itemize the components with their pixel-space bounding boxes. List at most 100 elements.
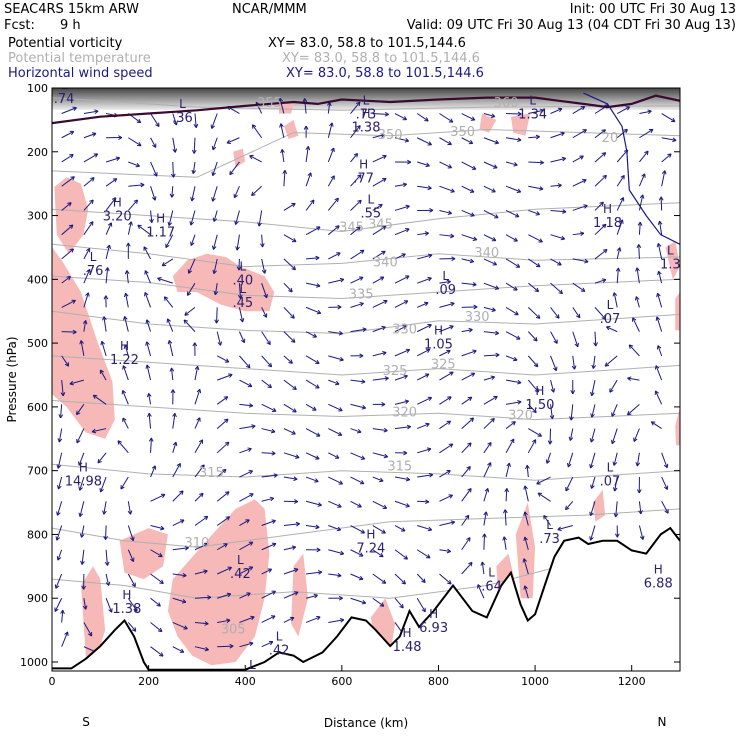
wind-arrow-shaft	[305, 306, 321, 314]
wind-arrow-shaft	[439, 234, 455, 237]
wind-arrow-head	[504, 488, 510, 493]
wind-arrow-shaft	[283, 568, 299, 575]
wind-arrow-head	[516, 335, 521, 340]
wind-arrow-shaft	[194, 492, 204, 502]
pv-extremum-marker: H	[535, 384, 544, 398]
wind-arrow-head	[145, 319, 151, 324]
wind-arrow-head	[289, 616, 295, 622]
wind-arrow-head	[656, 243, 662, 248]
wind-arrow-head	[117, 440, 122, 445]
wind-arrow-shaft	[572, 232, 584, 236]
wind-arrow-shaft	[194, 389, 201, 405]
wind-arrow-shaft	[328, 379, 340, 385]
wind-arrow-shaft	[417, 232, 429, 236]
wind-arrow-shaft	[150, 437, 152, 453]
wind-arrow-head	[261, 269, 267, 274]
pv-extremum-value: .42	[230, 567, 251, 582]
wind-arrow-shaft	[137, 224, 151, 236]
wind-arrow-shaft	[416, 324, 432, 333]
wind-arrow-shaft	[61, 248, 74, 260]
theta-label: 350	[450, 125, 475, 140]
wind-arrow-shaft	[524, 536, 529, 550]
pv-extremum-marker: L	[546, 518, 553, 532]
wind-arrow-shaft	[61, 380, 64, 397]
wind-arrow-shaft	[61, 176, 75, 187]
wind-arrow-head	[226, 592, 232, 598]
wind-arrow-shaft	[483, 395, 498, 405]
wind-arrow-head	[292, 238, 297, 243]
wind-arrow-shaft	[394, 349, 410, 357]
wind-arrow-head	[601, 129, 606, 134]
wind-arrow-head	[582, 129, 587, 134]
pv-extremum-value: 7.24	[356, 541, 385, 556]
wind-arrow-head	[226, 139, 232, 144]
wind-arrow-head	[121, 389, 127, 395]
wind-arrow-head	[211, 145, 217, 151]
wind-arrow-head	[473, 304, 478, 310]
wind-arrow-shaft	[483, 258, 497, 266]
plot-frame	[51, 87, 681, 672]
wind-arrow-shaft	[251, 124, 263, 139]
north-end-label: N	[658, 715, 667, 729]
wind-arrow-shaft	[527, 331, 538, 342]
wind-arrow-head	[259, 243, 265, 248]
wind-arrow-shaft	[550, 234, 565, 240]
wind-arrow-head	[69, 153, 74, 159]
wind-arrow-head	[361, 379, 366, 384]
wind-arrow-shaft	[372, 428, 388, 432]
wind-arrow-head	[158, 552, 163, 558]
wind-arrow-head	[105, 581, 111, 586]
wind-arrow-shaft	[527, 379, 539, 393]
wind-arrow-shaft	[350, 525, 365, 534]
wind-arrow-shaft	[590, 525, 596, 541]
wind-arrow-head	[602, 248, 608, 254]
wind-arrow-shaft	[226, 137, 240, 144]
wind-arrow-shaft	[591, 404, 596, 418]
wind-arrow-shaft	[128, 184, 145, 187]
wind-arrow-shaft	[172, 113, 178, 126]
wind-arrow-shaft	[483, 376, 495, 381]
wind-arrow-head	[533, 337, 538, 342]
wind-arrow-head	[239, 318, 245, 323]
wind-arrow-head	[353, 153, 359, 158]
wind-arrow-head	[226, 618, 231, 624]
wind-arrow-head	[517, 379, 522, 385]
wind-arrow-head	[448, 494, 453, 499]
wind-arrow-shaft	[194, 366, 199, 381]
wind-arrow-head	[155, 122, 160, 128]
wind-arrow-shaft	[235, 210, 240, 225]
wind-arrow-shaft	[483, 533, 486, 550]
wind-arrow-head	[144, 270, 149, 275]
wind-arrow-head	[514, 311, 519, 316]
wind-arrow-shaft	[92, 394, 107, 405]
wind-arrow-shaft	[327, 175, 335, 187]
wind-arrow-shaft	[124, 316, 129, 332]
wind-arrow-shaft	[350, 476, 365, 485]
wind-arrow-head	[480, 561, 486, 566]
wind-arrow-head	[405, 503, 410, 508]
wind-arrow-head	[569, 416, 574, 421]
wind-arrow-head	[229, 170, 234, 176]
wind-arrow-shaft	[97, 452, 107, 464]
wind-arrow-head	[67, 202, 72, 207]
wind-arrow-head	[383, 453, 389, 459]
wind-arrow-head	[190, 241, 195, 246]
wind-arrow-head	[638, 510, 643, 515]
wind-arrow-head	[338, 330, 343, 336]
pv-extremum-value: 1.48	[393, 640, 422, 655]
wind-arrow-shaft	[505, 421, 516, 429]
wind-arrow-head	[70, 176, 75, 181]
x-axis-label: Distance (km)	[324, 716, 408, 730]
valid-time: Valid: 09 UTC Fri 30 Aug 13 (04 CDT Fri …	[406, 18, 736, 33]
wind-arrow-head	[602, 174, 607, 180]
wind-arrow-head	[379, 552, 384, 558]
wind-arrow-shaft	[183, 319, 196, 332]
wind-arrow-head	[112, 178, 118, 183]
wind-arrow-head	[383, 299, 388, 305]
wind-arrow-head	[80, 560, 85, 565]
wind-arrow-head	[599, 201, 604, 207]
wind-arrow-head	[612, 461, 618, 466]
wind-arrow-head	[271, 590, 276, 595]
wind-arrow-head	[512, 356, 518, 362]
wind-arrow-shaft	[194, 596, 211, 599]
